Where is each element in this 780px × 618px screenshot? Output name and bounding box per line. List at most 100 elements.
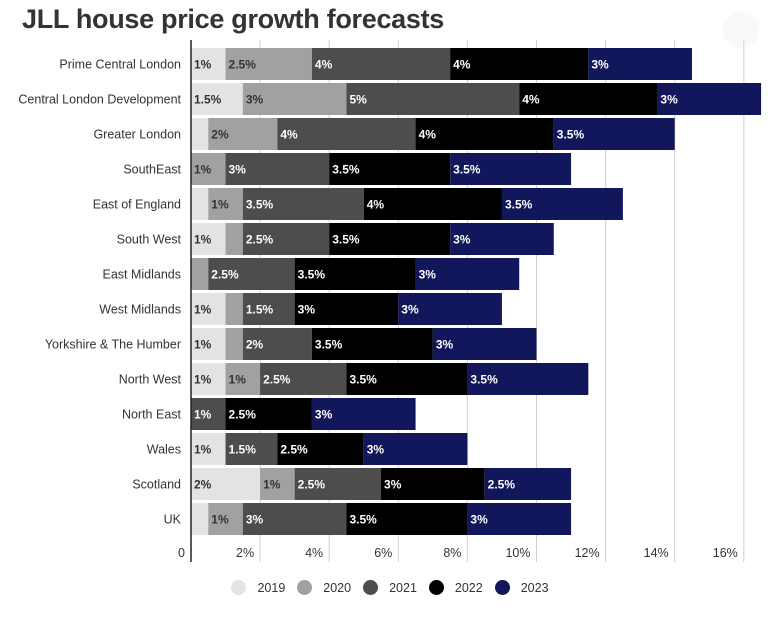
data-label: 4% <box>522 93 540 107</box>
bar-segment-2021 <box>260 363 347 395</box>
legend-swatch-icon <box>428 580 444 595</box>
data-label: 2.5% <box>298 478 326 492</box>
legend-item-2020[interactable]: 2020 <box>297 580 351 595</box>
data-label: 3.5% <box>246 198 274 212</box>
bar-segment-2022 <box>329 153 451 185</box>
bar-segment-2022 <box>277 433 364 465</box>
legend-item-2022[interactable]: 2022 <box>428 580 483 595</box>
bar-row: 2.5% 3.5% 3% <box>191 258 520 290</box>
category-label: West Midlands <box>99 303 181 317</box>
bar-segment-2022 <box>519 83 658 115</box>
bar-segment-2020 <box>260 468 295 500</box>
bar-segment-2023 <box>363 433 468 465</box>
bar-segment-2023 <box>484 468 572 500</box>
data-label: 1% <box>194 233 212 247</box>
x-tick-label: 14% <box>644 546 669 560</box>
bar-segment-2020 <box>225 363 261 395</box>
chart-title: JLL house price growth forecasts <box>22 4 445 34</box>
data-label: 2.5% <box>488 478 516 492</box>
bar-segment-2022 <box>346 503 468 535</box>
bar-segment-2022 <box>225 398 312 430</box>
bar-row: 1% 2.5% 3% <box>191 398 416 430</box>
bar-segment-2019 <box>191 328 226 360</box>
bar-segment-2022 <box>363 188 502 220</box>
stacked-bar-chart: 1% 2.5% 4% 4% 3% 1.5% 3% 5% 4% 3% 2% 4% 4% 3.5% 1% 3% 3.… <box>18 40 762 562</box>
bar-segment-2022 <box>346 363 468 395</box>
legend-item-2019[interactable]: 2019 <box>231 580 285 595</box>
bar-segment-2023 <box>467 363 589 395</box>
x-tick-label: 2% <box>236 546 254 560</box>
data-label: 3% <box>401 303 419 317</box>
category-label: UK <box>164 513 182 527</box>
data-label: 1% <box>263 478 281 492</box>
data-label: 2.5% <box>211 268 239 282</box>
data-label: 3% <box>384 478 402 492</box>
x-tick-label: 4% <box>305 546 323 560</box>
bar-segment-2023 <box>450 223 554 255</box>
data-label: 3.5% <box>332 233 360 247</box>
bar-segment-2019 <box>191 48 226 80</box>
data-label: 3% <box>246 513 264 527</box>
bar-segment-2023 <box>553 118 675 150</box>
bar-row: 1% 1.5% 3% 3% <box>191 293 502 325</box>
bar-row: 2% 4% 4% 3.5% <box>191 118 675 150</box>
bar-segment-2023 <box>450 153 572 185</box>
data-label: 1% <box>194 303 212 317</box>
data-label: 4% <box>315 58 333 72</box>
category-label: SouthEast <box>123 163 181 177</box>
x-tick-label: 8% <box>443 546 461 560</box>
bar-segment-2022 <box>311 328 433 360</box>
bar-segment-2021 <box>191 398 226 430</box>
data-label: 1% <box>211 198 229 212</box>
bar-segment-2022 <box>294 293 399 325</box>
category-label: Greater London <box>93 128 181 142</box>
x-tick-label: 0 <box>178 546 185 560</box>
bar-segment-2021 <box>242 328 312 360</box>
legend-item-2023[interactable]: 2023 <box>494 580 549 595</box>
bar-segment-2021 <box>242 503 347 535</box>
data-label: 4% <box>453 58 471 72</box>
data-label: 3% <box>246 93 264 107</box>
data-label: 3% <box>591 58 609 72</box>
data-label: 3.5% <box>349 373 377 387</box>
bar-segment-2020 <box>208 118 278 150</box>
legend: 2019 2020 2021 2022 2023 <box>0 580 780 595</box>
data-label: 3% <box>470 513 488 527</box>
bar-segment-2020 <box>225 328 243 360</box>
bar-segment-2020 <box>208 188 243 220</box>
bar-segment-2019 <box>191 83 243 115</box>
bar-segment-2021 <box>242 223 330 255</box>
bar-row: 2% 1% 2.5% 3% 2.5% <box>191 468 572 500</box>
data-label: 1% <box>194 58 212 72</box>
data-label: 5% <box>349 93 367 107</box>
bar-segment-2021 <box>277 118 416 150</box>
data-label: 2% <box>246 338 264 352</box>
bar-row: 1% 1.5% 2.5% 3% <box>191 433 468 465</box>
data-label: 4% <box>367 198 385 212</box>
bar-segment-2020 <box>225 293 243 325</box>
data-label: 3.5% <box>453 163 481 177</box>
bar-segment-2019 <box>191 118 209 150</box>
category-label: Yorkshire & The Humber <box>45 338 181 352</box>
data-label: 2.5% <box>229 408 257 422</box>
data-label: 2.5% <box>229 58 257 72</box>
bar-segment-2021 <box>225 433 278 465</box>
data-label: 2.5% <box>246 233 274 247</box>
bar-segment-2019 <box>191 503 209 535</box>
data-label: 3% <box>315 408 333 422</box>
legend-item-2021[interactable]: 2021 <box>363 580 417 595</box>
bar-segment-2021 <box>208 258 295 290</box>
bar-row: 1% 3% 3.5% 3% <box>191 503 572 535</box>
data-label: 3.5% <box>470 373 498 387</box>
bar-segment-2022 <box>381 468 485 500</box>
data-label: 3% <box>229 163 247 177</box>
bar-row: 1% 2% 3.5% 3% <box>191 328 537 360</box>
data-label: 1.5% <box>246 303 274 317</box>
bar-segment-2023 <box>657 83 762 115</box>
data-label: 3.5% <box>349 513 377 527</box>
data-label: 3% <box>419 268 437 282</box>
bar-row: 1.5% 3% 5% 4% 3% <box>191 83 762 115</box>
category-label: Scotland <box>132 478 181 492</box>
data-label: 2% <box>211 128 229 142</box>
bar-segment-2023 <box>467 503 572 535</box>
